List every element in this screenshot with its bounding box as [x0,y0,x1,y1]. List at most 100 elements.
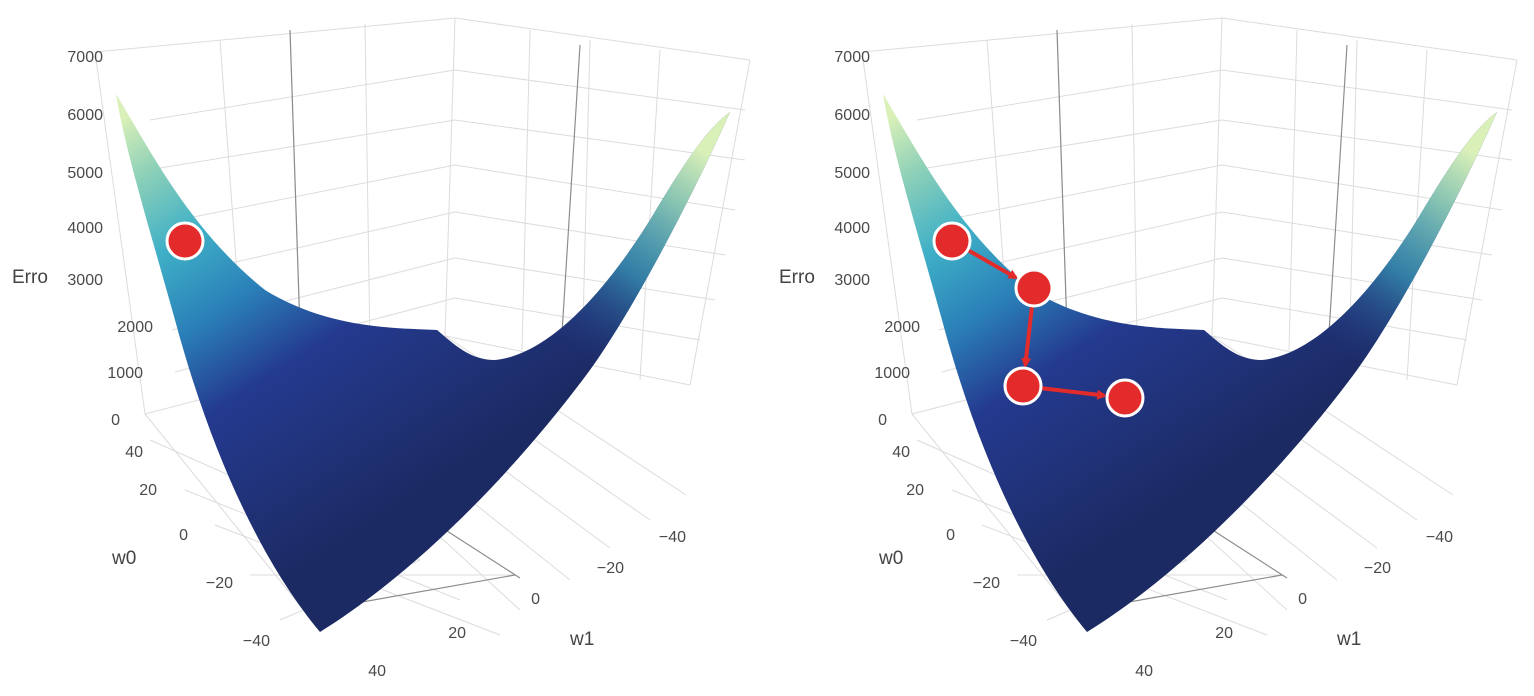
error-surface-highlight [1204,112,1497,460]
x-axis-title-left: w0 [111,548,136,569]
gridline [639,49,661,381]
gridline [1221,164,1503,211]
ticks-right: 0 1000 2000 3000 4000 5000 6000 7000 40 20 0 −20 −40… [834,49,1453,680]
error-surface-highlight [437,112,730,460]
z-tick-label: 7000 [834,49,870,66]
gridline [916,69,1223,121]
gridline [1288,29,1298,351]
z-tick-label: 7000 [67,49,103,66]
error-surface [883,94,1497,632]
gridline [1131,23,1138,346]
gridline [94,51,146,415]
gridline [159,119,456,169]
w1-tick-label: 40 [368,663,386,680]
w1-tick-label: −20 [597,560,624,577]
gridline [689,59,751,386]
gridline [861,51,913,415]
z-tick-label: 1000 [107,365,143,382]
gridline [1221,257,1483,301]
zero-line [289,29,301,331]
surface-plot-right[interactable]: 0 1000 2000 3000 4000 5000 6000 7000 40 20 0 −20 −40… [767,0,1534,696]
w1-tick-label: −40 [659,529,686,546]
gridline [454,257,716,301]
gridline [454,164,736,211]
gridline [911,413,1088,631]
surface-chart-left: 0 1000 2000 3000 4000 5000 6000 7000 40 20 0 −20 −40… [12,17,751,680]
w1-tick-label: −20 [1364,560,1391,577]
arrows-right [967,248,1108,400]
descent-point-marker [1014,268,1054,308]
zero-line [344,574,516,606]
zero-line [1056,29,1068,331]
z-tick-label: 4000 [67,220,103,237]
z-tick-label: 3000 [834,272,870,289]
z-tick-label: 2000 [884,319,920,336]
zero-line [1111,574,1283,606]
z-tick-label: 0 [111,412,120,429]
x-axis-title-right: w0 [878,548,903,569]
z-tick-label: 6000 [67,107,103,124]
surface-plot-left[interactable]: 0 1000 2000 3000 4000 5000 6000 7000 40 20 0 −20 −40… [0,0,767,696]
gridline [144,413,321,631]
gridline [444,17,456,337]
gridline [1221,211,1493,256]
markers-left [165,221,205,261]
gridline [521,29,531,351]
gridline [861,17,1223,53]
ticks-left: 0 1000 2000 3000 4000 5000 6000 7000 40 20 0 −20 −40… [67,49,686,680]
w0-tick-label: 20 [139,482,157,499]
w0-tick-label: −40 [243,633,270,650]
gridline [94,17,456,53]
z-tick-label: 5000 [834,165,870,182]
markers-right [932,221,1145,418]
zero-line [559,44,581,366]
w1-tick-label: 0 [531,591,540,608]
gridline [167,164,456,223]
gridline [454,211,726,256]
gridline [454,17,751,61]
w0-tick-label: −20 [206,575,233,592]
z-tick-label: 1000 [874,365,910,382]
z-tick-label: 5000 [67,165,103,182]
gridline [926,119,1223,169]
w0-tick-label: −20 [973,575,1000,592]
gridline [1406,49,1428,381]
gridline [1456,59,1518,386]
descent-step-arrow [967,248,1019,280]
w0-tick-label: 40 [892,444,910,461]
z-tick-label: 4000 [834,220,870,237]
w0-tick-label: −40 [1010,633,1037,650]
w1-tick-label: −40 [1426,529,1453,546]
w1-tick-label: 40 [1135,663,1153,680]
descent-point-marker [1105,378,1145,418]
z-axis-title-left: Erro [12,267,48,288]
gridline [149,69,456,121]
descent-point-marker [1003,366,1043,406]
z-tick-label: 6000 [834,107,870,124]
gridline [454,69,746,111]
gridline [1221,69,1513,111]
w0-tick-label: 0 [946,527,955,544]
z-tick-label: 3000 [67,272,103,289]
descent-point-marker [932,221,972,261]
w1-tick-label: 0 [1298,591,1307,608]
z-tick-label: 0 [878,412,887,429]
w1-tick-label: 20 [1215,625,1233,642]
y-axis-title-right: w1 [1336,629,1361,650]
descent-point-marker [165,221,205,261]
zero-line [1326,44,1348,366]
gridline [934,164,1223,223]
w1-tick-label: 20 [448,625,466,642]
z-axis-title-right: Erro [779,267,815,288]
error-surface [116,94,730,632]
w0-tick-label: 40 [125,444,143,461]
w0-tick-label: 20 [906,482,924,499]
descent-step-arrow [1021,306,1034,369]
z-tick-label: 2000 [117,319,153,336]
surface-chart-right: 0 1000 2000 3000 4000 5000 6000 7000 40 20 0 −20 −40… [779,17,1518,680]
w0-tick-label: 0 [179,527,188,544]
descent-step-arrow [1041,386,1108,400]
surface-right [883,94,1497,632]
surface-left [116,94,730,632]
gridline [1221,17,1518,61]
